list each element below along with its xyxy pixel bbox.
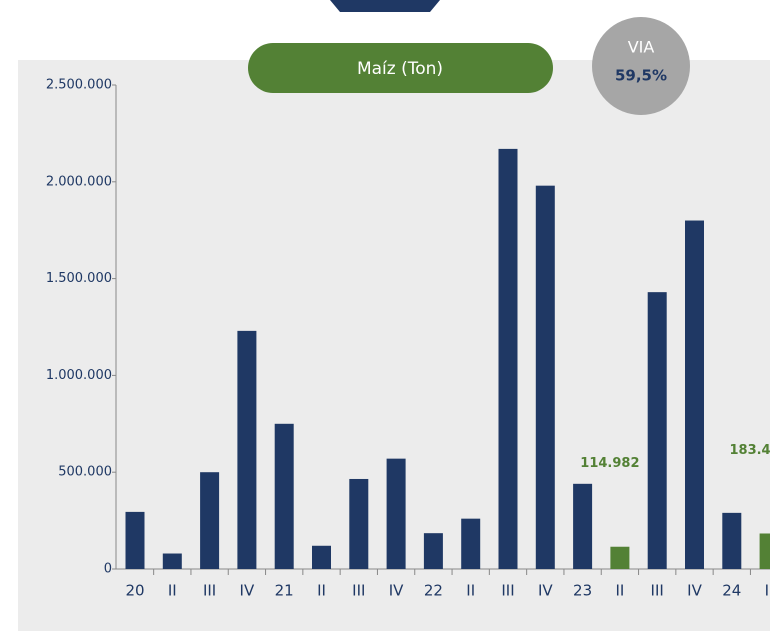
bar (498, 148, 518, 569)
header-fragment (330, 0, 440, 12)
bar (722, 512, 742, 569)
bar (237, 330, 257, 569)
x-tick-label: 23 (573, 582, 592, 600)
bar (759, 533, 770, 569)
bar (200, 472, 220, 569)
x-tick-label: 21 (275, 582, 294, 600)
bar (535, 185, 555, 569)
bar (461, 518, 481, 569)
y-tick-label: 2.000.000 (46, 174, 112, 189)
y-tick-label: 500.000 (58, 465, 112, 480)
x-tick-label: 24 (722, 582, 741, 600)
x-tick-label: IV (389, 582, 404, 600)
x-tick-label: III (203, 582, 216, 600)
chart-title: Maíz (Ton) (357, 59, 443, 79)
y-tick-label: 2.500.000 (46, 78, 112, 93)
x-tick-label: III (501, 582, 514, 600)
data-label: 183.418 (729, 443, 770, 458)
bar (386, 458, 406, 569)
data-label: 114.982 (580, 456, 639, 471)
bar (125, 511, 145, 569)
x-tick-label: II (765, 582, 770, 600)
x-tick-label: II (168, 582, 177, 600)
x-tick-label: 22 (424, 582, 443, 600)
bar (685, 220, 704, 569)
badge-value: 59,5% (615, 67, 667, 85)
bar (274, 423, 294, 569)
x-tick-label: IV (240, 582, 255, 600)
bar (573, 483, 593, 569)
bar (423, 533, 443, 569)
y-tick-label: 1.500.000 (46, 271, 112, 286)
y-tick-label: 0 (104, 562, 112, 577)
x-tick-label: II (615, 582, 624, 600)
bar (647, 292, 667, 569)
bar (610, 546, 630, 569)
x-tick-label: IV (538, 582, 553, 600)
title-pill (248, 43, 553, 93)
bar (312, 545, 331, 569)
x-tick-label: III (651, 582, 664, 600)
x-tick-label: II (466, 582, 475, 600)
bar (349, 478, 369, 569)
bar (162, 553, 182, 569)
x-tick-label: IV (687, 582, 702, 600)
y-tick-label: 1.000.000 (46, 368, 112, 383)
x-tick-label: 20 (125, 582, 144, 600)
badge (592, 17, 690, 115)
x-tick-label: II (317, 582, 326, 600)
badge-label: VIA (628, 38, 655, 57)
x-tick-label: III (352, 582, 365, 600)
